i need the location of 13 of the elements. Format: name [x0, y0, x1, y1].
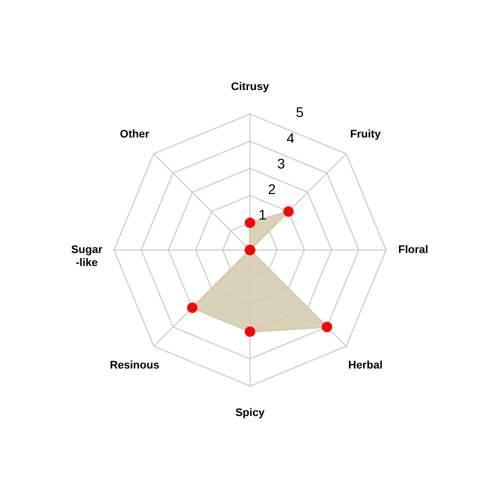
y-tick-label: 3 — [277, 155, 286, 172]
spoke-label: Floral — [398, 244, 428, 256]
spoke-label: Spicy — [235, 407, 266, 420]
spoke-label: Sugar -like — [71, 244, 104, 269]
spoke-label: Citrusy — [231, 80, 270, 93]
spoke-label: Herbal — [348, 359, 383, 372]
spoke-label: Resinous — [110, 359, 160, 372]
y-tick-label: 4 — [286, 130, 295, 146]
y-tick-label: 5 — [296, 104, 304, 120]
spoke-label: Fruity — [350, 128, 382, 141]
spoke-label: Other — [120, 128, 150, 141]
y-tick-label: 2 — [268, 180, 276, 197]
y-tick-label: 1 — [258, 206, 267, 222]
